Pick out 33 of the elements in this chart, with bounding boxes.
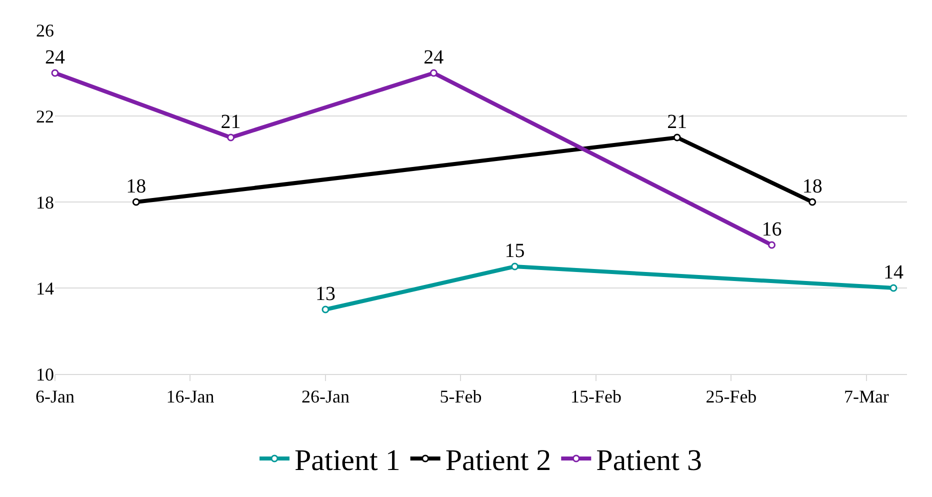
data-label: 21	[667, 110, 688, 133]
y-tick-label: 22	[36, 106, 54, 126]
x-tick-label: 5-Feb	[440, 386, 482, 407]
point	[227, 134, 235, 142]
data-label: 18	[126, 175, 146, 198]
data-label: 16	[762, 218, 782, 240]
x-tick-label: 25-Feb	[706, 386, 757, 407]
data-label: 14	[883, 261, 904, 284]
point	[132, 198, 140, 206]
x-tick-label: 6-Jan	[36, 386, 74, 407]
x-tick-label: 15-Feb	[570, 386, 622, 407]
point	[430, 69, 438, 77]
legend-label: Patient 2	[445, 444, 552, 478]
x-tick-label: 7-Mar	[844, 386, 889, 407]
legend-label: Patient 3	[596, 444, 702, 478]
y-tick-label: 18	[36, 192, 54, 212]
y-tick-label: 14	[36, 278, 54, 298]
data-label: 18	[802, 175, 822, 198]
y-tick-label: 26	[36, 20, 54, 40]
x-tick-label: 26-Jan	[301, 386, 350, 407]
point	[511, 262, 519, 270]
data-label: 13	[315, 282, 336, 305]
x-tick-label: 16-Jan	[166, 386, 214, 407]
point	[768, 241, 776, 249]
data-label: 21	[220, 110, 241, 133]
data-label: 15	[504, 240, 525, 262]
data-label: 24	[45, 46, 65, 68]
point	[673, 134, 681, 142]
legend-label: Patient 1	[294, 444, 400, 478]
point	[51, 69, 59, 77]
data-label: 24	[424, 46, 444, 68]
y-tick-label: 10	[36, 364, 54, 384]
point	[322, 306, 330, 314]
